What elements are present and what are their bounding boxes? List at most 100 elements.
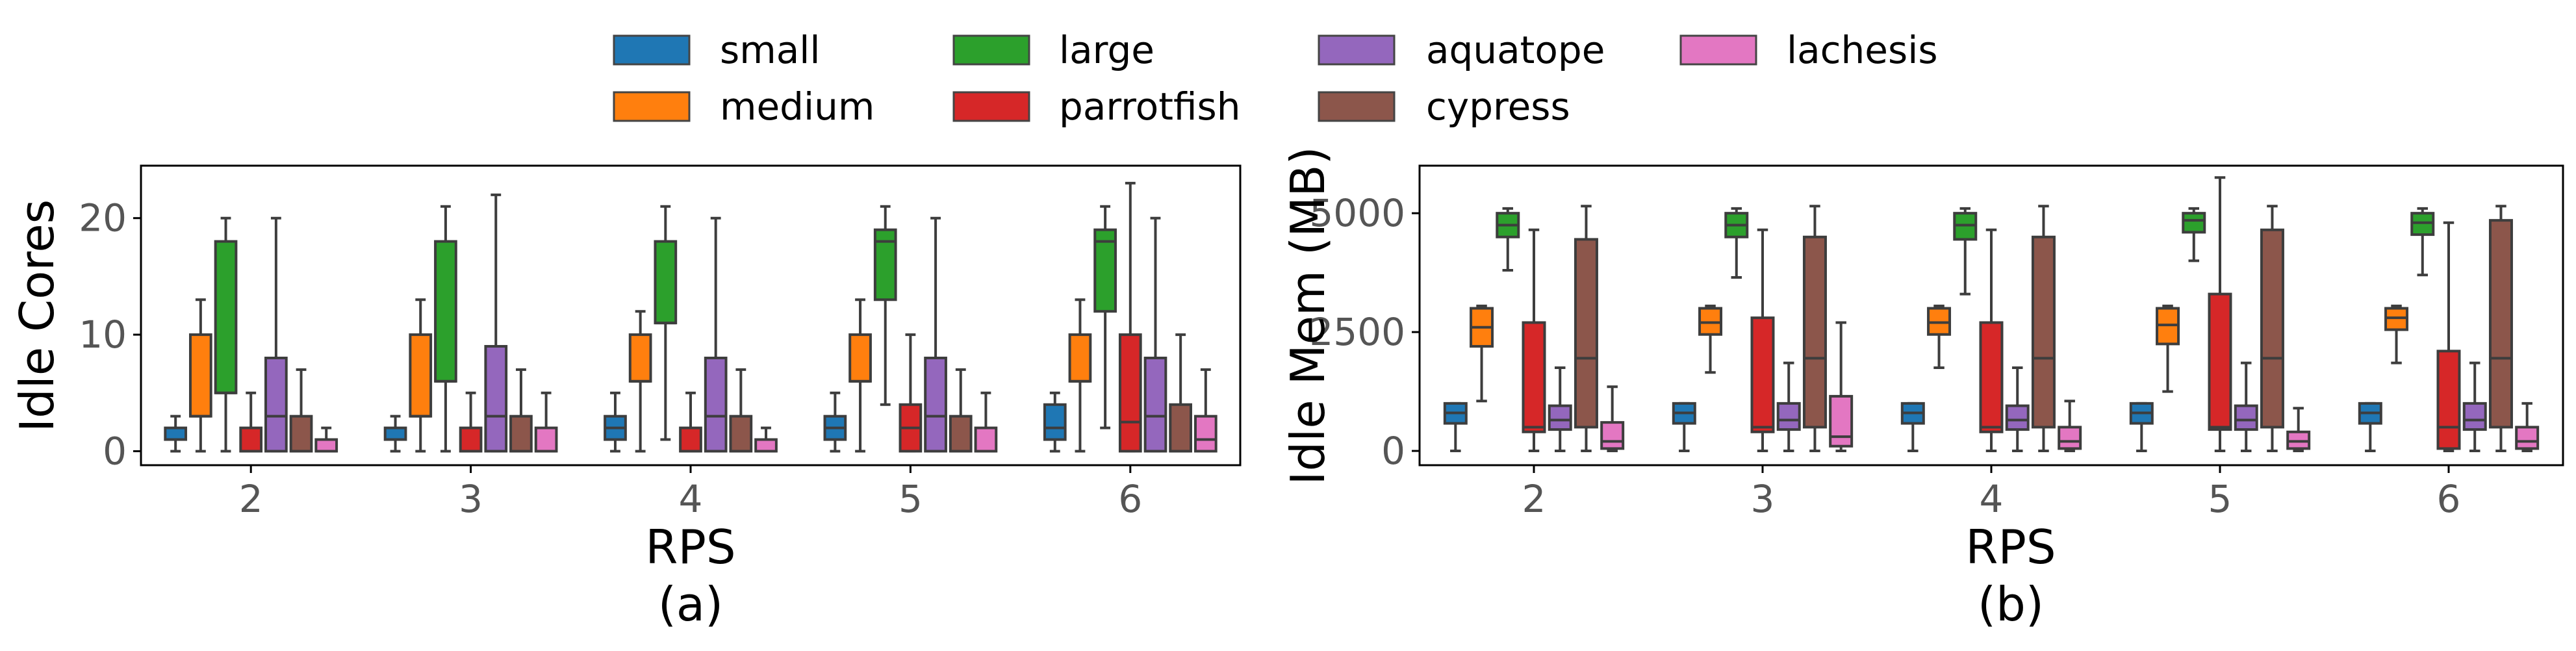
box-body xyxy=(654,240,678,325)
box-large-5 xyxy=(873,205,897,406)
box-parrotfish-3 xyxy=(1750,228,1775,453)
box-small-6 xyxy=(2358,402,2382,453)
legend-swatch-parrotfish xyxy=(952,91,1030,122)
box-medium-4 xyxy=(628,310,652,453)
box-body xyxy=(1574,238,1598,429)
x-tick-label: 4 xyxy=(1980,477,2004,521)
legend-swatch-cypress xyxy=(1318,91,1396,122)
y-axis-title-a: Idle Cores xyxy=(10,199,64,432)
box-aquatope-4 xyxy=(2005,366,2030,453)
box-body xyxy=(949,415,973,453)
box-aquatope-5 xyxy=(924,216,947,453)
y-tick-label: 0 xyxy=(103,429,127,473)
box-medium-6 xyxy=(1068,298,1092,453)
plot-area-a xyxy=(164,181,1218,453)
box-lachesis-4 xyxy=(2058,400,2082,453)
box-body xyxy=(2005,404,2030,431)
box-cypress-4 xyxy=(729,368,753,453)
legend-label-cypress: cypress xyxy=(1426,84,1570,129)
box-body xyxy=(509,415,533,453)
box-body xyxy=(754,438,778,453)
x-tick-label: 3 xyxy=(1751,477,1775,521)
box-body xyxy=(2031,235,2056,429)
x-tick-label: 2 xyxy=(1522,477,1546,521)
box-lachesis-3 xyxy=(534,391,558,453)
box-body xyxy=(628,333,652,383)
x-tick-label: 6 xyxy=(1118,477,1142,521)
box-aquatope-5 xyxy=(2234,361,2258,453)
box-large-4 xyxy=(1953,207,1978,296)
box-parrotfish-6 xyxy=(2436,221,2461,453)
box-cypress-3 xyxy=(1802,205,1827,453)
box-large-4 xyxy=(654,205,678,441)
box-lachesis-5 xyxy=(974,391,998,453)
legend-label-medium: medium xyxy=(720,84,874,129)
box-small-3 xyxy=(1672,402,1696,453)
box-large-5 xyxy=(2182,207,2206,262)
box-body xyxy=(1600,421,1625,450)
box-aquatope-2 xyxy=(1548,366,1572,453)
box-lachesis-3 xyxy=(1829,321,1854,453)
x-tick-label: 5 xyxy=(899,477,923,521)
y-tick-label: 0 xyxy=(1381,429,1405,473)
box-body xyxy=(974,426,998,453)
box-body xyxy=(264,356,288,453)
legend-entry-aquatope: aquatope xyxy=(1318,28,1605,72)
box-cypress-4 xyxy=(2031,205,2056,453)
legend-label-lachesis: lachesis xyxy=(1787,28,1938,72)
box-small-6 xyxy=(1043,391,1067,453)
box-medium-2 xyxy=(188,298,212,453)
x-tick-label: 4 xyxy=(679,477,703,521)
legend-entry-cypress: cypress xyxy=(1318,84,1570,129)
legend-swatch-lachesis xyxy=(1679,34,1757,66)
legend-swatch-small xyxy=(613,34,691,66)
legend-label-small: small xyxy=(720,28,821,72)
box-medium-4 xyxy=(1927,304,1952,369)
box-body xyxy=(2182,212,2206,234)
box-lachesis-5 xyxy=(2286,407,2311,453)
legend-entry-lachesis: lachesis xyxy=(1679,28,1938,72)
box-body xyxy=(1802,235,1827,429)
legend-swatch-medium xyxy=(613,91,691,122)
x-tick-label: 5 xyxy=(2208,477,2232,521)
box-body xyxy=(1750,316,1775,433)
box-body xyxy=(2260,228,2284,429)
box-aquatope-6 xyxy=(2462,361,2487,453)
box-aquatope-3 xyxy=(1776,361,1801,453)
box-small-5 xyxy=(823,391,847,453)
box-body xyxy=(924,356,947,453)
chart-panel-a: 0 10 20 2 3 4 5 6 Idle Cores RPS (a) xyxy=(10,164,1242,632)
box-lachesis-2 xyxy=(314,426,338,453)
y-ticks-b: 0 2500 5000 xyxy=(1309,191,1420,473)
y-ticks-a: 0 10 20 xyxy=(79,196,141,473)
box-body xyxy=(459,426,483,453)
y-tick-label: 20 xyxy=(79,196,127,240)
box-large-6 xyxy=(1093,205,1117,429)
legend-label-parrotfish: parrotfish xyxy=(1059,84,1241,129)
box-body xyxy=(2208,292,2232,431)
box-cypress-2 xyxy=(289,368,313,453)
x-axis-title-b: RPS xyxy=(1965,520,2056,574)
box-body xyxy=(314,438,338,453)
box-lachesis-2 xyxy=(1600,385,1625,453)
box-cypress-5 xyxy=(949,368,973,453)
box-body xyxy=(534,426,558,453)
box-lachesis-4 xyxy=(754,426,778,453)
legend-entry-large: large xyxy=(952,28,1154,72)
legend-entry-medium: medium xyxy=(613,84,874,129)
box-body xyxy=(679,426,702,453)
legend-label-large: large xyxy=(1059,28,1154,72)
box-body xyxy=(704,356,728,453)
legend: small medium large parrotfish aquatope c… xyxy=(613,28,1938,129)
box-body xyxy=(1979,321,2004,433)
box-cypress-6 xyxy=(2488,205,2513,453)
box-cypress-5 xyxy=(2260,205,2284,453)
box-parrotfish-2 xyxy=(1522,228,1546,453)
box-body xyxy=(434,240,457,383)
box-body xyxy=(1143,356,1167,453)
box-large-3 xyxy=(434,205,457,453)
box-body xyxy=(1776,402,1801,431)
box-aquatope-2 xyxy=(264,216,288,453)
box-body xyxy=(1093,228,1117,313)
